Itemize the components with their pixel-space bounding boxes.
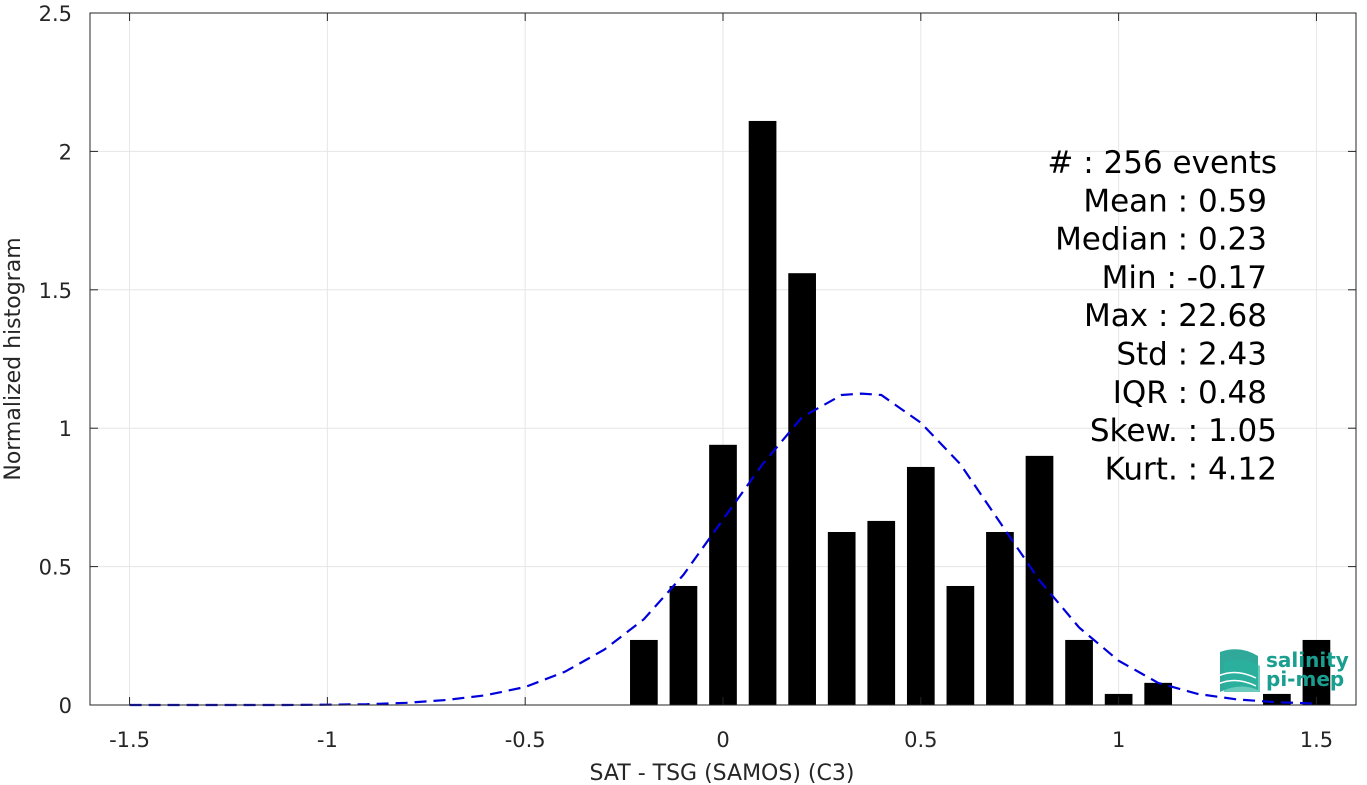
y-tick-label: 0.5 bbox=[39, 556, 72, 580]
histogram-bar bbox=[946, 585, 975, 705]
y-tick-label: 2 bbox=[59, 140, 72, 164]
histogram-bar bbox=[1144, 682, 1173, 705]
x-tick-label: 0.5 bbox=[904, 728, 937, 752]
y-tick-label: 1.5 bbox=[39, 279, 72, 303]
y-tick-labels: 0 0.5 1 1.5 2 2.5 bbox=[39, 2, 72, 718]
y-tick-label: 1 bbox=[59, 417, 72, 441]
x-axis-label: SAT - TSG (SAMOS) (C3) bbox=[590, 761, 855, 785]
histogram-bar bbox=[867, 520, 896, 705]
stats-line: Kurt. : 4.12 bbox=[1105, 451, 1277, 487]
salinity-wave-icon bbox=[1217, 649, 1260, 692]
histogram-bar bbox=[788, 273, 816, 705]
fit-curve bbox=[129, 392, 1317, 707]
x-tick-label: 1 bbox=[1112, 728, 1125, 752]
axis-ticks bbox=[90, 12, 1356, 706]
stats-line: Skew. : 1.05 bbox=[1090, 413, 1277, 449]
stats-line: Mean : 0.59 bbox=[1083, 183, 1267, 219]
x-tick-label: 0 bbox=[716, 728, 729, 752]
logo-line1: salinity bbox=[1266, 648, 1349, 672]
salinity-pi-mep-logo: salinity pi-mep bbox=[1217, 648, 1349, 692]
x-tick-label: -1 bbox=[317, 728, 338, 752]
y-tick-label: 0 bbox=[59, 694, 72, 718]
x-tick-label: -0.5 bbox=[505, 728, 546, 752]
stats-line: Max : 22.68 bbox=[1084, 298, 1267, 334]
histogram-bar bbox=[669, 585, 698, 705]
stats-line: Median : 0.23 bbox=[1055, 222, 1267, 258]
histogram-bar bbox=[1065, 639, 1093, 705]
x-tick-labels: -1.5 -1 -0.5 0 0.5 1 1.5 bbox=[109, 728, 1333, 752]
stats-line: IQR : 0.48 bbox=[1113, 375, 1267, 411]
histogram-bar bbox=[630, 639, 658, 705]
histogram-bars bbox=[630, 120, 1331, 705]
stats-line: Min : -0.17 bbox=[1102, 260, 1267, 296]
gaussian-fit-line bbox=[129, 392, 1317, 707]
histogram-bar bbox=[1302, 639, 1331, 705]
histogram-bar bbox=[827, 532, 856, 705]
logo-line2: pi-mep bbox=[1266, 667, 1344, 691]
stats-line: # : 256 events bbox=[1047, 145, 1277, 181]
stats-line: Std : 2.43 bbox=[1116, 337, 1267, 373]
x-tick-label: -1.5 bbox=[109, 728, 150, 752]
histogram-bar bbox=[1263, 693, 1291, 705]
y-axis-label: Normalized histogram bbox=[1, 237, 26, 480]
histogram-bar bbox=[986, 532, 1014, 705]
histogram-bar bbox=[709, 444, 737, 705]
histogram-bar bbox=[906, 466, 935, 705]
y-tick-label: 2.5 bbox=[39, 2, 72, 26]
histogram-bar bbox=[748, 120, 777, 705]
x-tick-label: 1.5 bbox=[1300, 728, 1333, 752]
